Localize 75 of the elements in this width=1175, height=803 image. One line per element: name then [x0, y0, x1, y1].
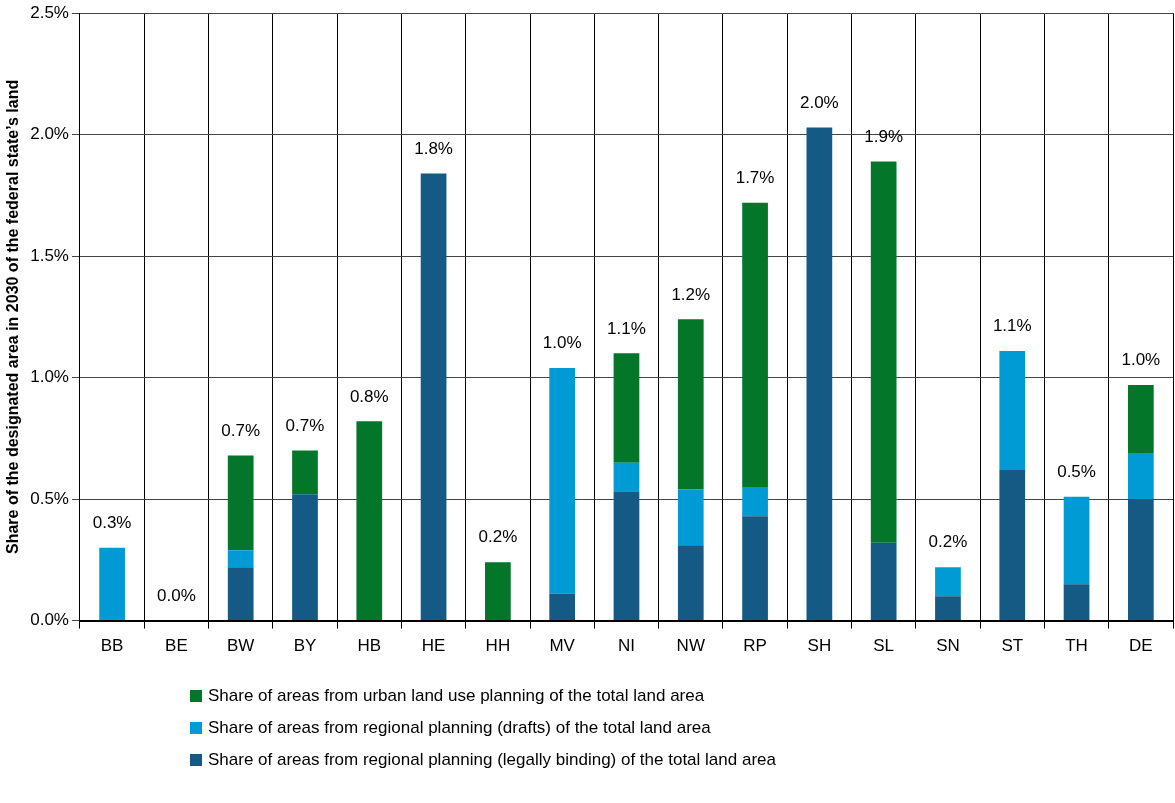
bar	[806, 127, 833, 621]
x-tick-label: HH	[485, 636, 511, 656]
bar	[99, 547, 125, 621]
y-tick-label: 0.0%	[30, 610, 69, 630]
bar	[742, 202, 768, 487]
total-label: 1.7%	[735, 167, 775, 187]
total-label: 0.3%	[92, 512, 132, 532]
total-label: 0.8%	[349, 386, 389, 406]
total-label: 1.8%	[414, 138, 453, 158]
bar	[870, 542, 897, 621]
total-label: 1.0%	[542, 333, 582, 353]
y-tick-label: 2.5%	[30, 2, 69, 22]
y-tick-label: 0.5%	[30, 488, 69, 508]
x-tick-label: BY	[293, 636, 317, 656]
bar	[999, 350, 1026, 470]
bar	[292, 494, 318, 621]
bar	[999, 469, 1026, 621]
x-tick-label: DE	[1129, 636, 1153, 656]
bar	[677, 319, 704, 490]
bar	[935, 567, 961, 597]
y-tick-label: 1.5%	[30, 245, 69, 265]
x-tick-label: NW	[676, 636, 705, 656]
x-tick-label: ST	[1001, 636, 1024, 656]
total-label: 2.0%	[799, 92, 839, 112]
bar	[870, 161, 897, 543]
bar	[227, 567, 254, 621]
bar	[485, 562, 511, 621]
bar	[292, 450, 318, 495]
bar	[742, 516, 768, 621]
y-tick-label: 1.0%	[30, 367, 69, 387]
x-tick-label: HE	[421, 636, 446, 656]
bar	[356, 421, 383, 621]
total-label: 1.0%	[1121, 350, 1161, 370]
bar	[420, 173, 447, 621]
x-tick-label: SN	[936, 636, 960, 656]
total-label: 0.0%	[157, 585, 196, 605]
x-tick-label: BW	[227, 636, 255, 656]
y-axis-title: Share of the designated area in 2030 of the federal state’s land	[4, 79, 22, 555]
bar	[549, 367, 576, 594]
bar	[613, 462, 640, 492]
total-label: 1.1%	[992, 316, 1032, 336]
bar	[742, 486, 768, 517]
bar	[935, 596, 961, 621]
bar	[1063, 496, 1090, 585]
total-label: 0.5%	[1057, 461, 1096, 481]
bar	[613, 353, 640, 463]
y-tick-label: 2.0%	[30, 124, 69, 144]
bar	[227, 455, 254, 551]
bar	[1063, 584, 1090, 621]
bar	[227, 550, 254, 568]
x-tick-label: RP	[743, 636, 767, 656]
x-tick-label: SL	[873, 636, 895, 656]
x-tick-label: BB	[100, 636, 124, 656]
x-tick-label: HB	[357, 636, 382, 656]
total-label: 0.7%	[221, 420, 261, 440]
bar	[677, 545, 704, 621]
legend-label: Share of areas from urban land use planning of the total land area	[208, 686, 705, 706]
total-label: 1.1%	[607, 318, 646, 338]
bar	[549, 593, 576, 621]
legend-label: Share of areas from regional planning (legally binding) of the total land area	[208, 750, 776, 770]
total-label: 0.7%	[285, 415, 325, 435]
x-tick-label: SH	[807, 636, 832, 656]
total-label: 1.2%	[671, 284, 711, 304]
total-label: 0.2%	[478, 527, 518, 547]
x-tick-label: TH	[1065, 636, 1088, 656]
x-tick-label: NI	[617, 636, 635, 656]
x-tick-label: MV	[549, 636, 576, 656]
bar	[677, 489, 704, 546]
legend-label: Share of areas from regional planning (drafts) of the total land area	[208, 718, 711, 738]
bar	[1127, 499, 1154, 621]
bar	[1127, 384, 1154, 453]
bar	[1127, 452, 1154, 500]
x-tick-label: BE	[165, 636, 188, 656]
bar	[613, 491, 640, 621]
total-label: 0.2%	[928, 532, 968, 552]
